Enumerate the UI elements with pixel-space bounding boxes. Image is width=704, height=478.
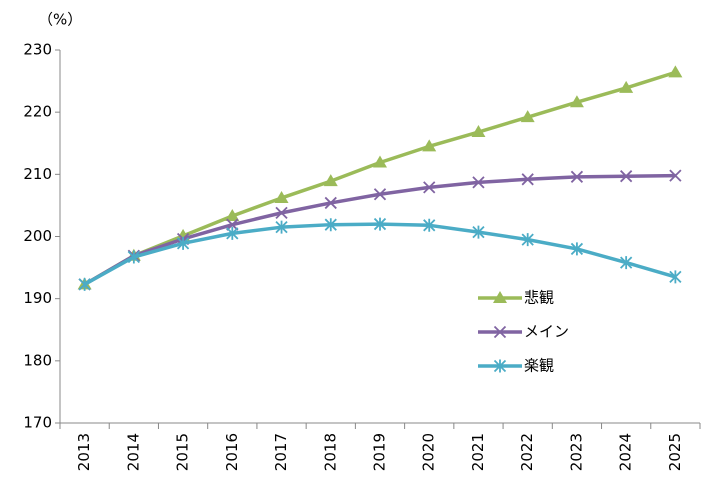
marker-shape [78,277,91,291]
marker-shape [423,218,436,232]
marker-shape [471,125,486,138]
x-tick-label: 2019 [371,433,389,471]
marker-shape [570,170,584,183]
marker [127,250,140,264]
marker-shape [493,359,507,373]
marker-shape [620,256,633,270]
x-tick-label: 2022 [518,433,536,471]
marker [324,196,337,210]
marker-shape [176,236,190,250]
marker-shape [619,80,634,93]
marker [78,277,91,291]
marker [226,218,239,231]
marker [324,218,337,232]
marker [471,125,486,138]
x-tick-label: 2017 [272,433,290,471]
y-tick-label: 200 [23,227,52,245]
marker [620,170,633,183]
x-tick-label: 2015 [174,433,192,471]
marker-shape [373,217,387,231]
x-tick-label: 2013 [75,433,93,471]
marker [423,218,436,232]
marker [520,110,535,123]
marker [373,188,387,201]
x-tick-label: 2021 [469,433,487,471]
marker-shape [669,270,682,284]
x-tick-label: 2016 [223,433,241,471]
marker-shape [127,250,140,264]
marker [521,233,534,247]
y-tick-label: 190 [23,289,52,307]
legend-label: メイン [524,323,569,341]
marker-shape [373,155,387,168]
marker [521,173,534,186]
marker-shape [324,218,337,232]
marker [423,181,436,194]
marker-shape [669,169,682,182]
marker-shape [422,139,437,152]
marker [176,236,190,250]
marker [493,359,507,373]
marker [669,270,682,284]
marker-shape [324,196,337,210]
marker-shape [668,65,683,78]
x-tick-label: 2018 [321,433,339,471]
marker [570,242,584,256]
y-tick-label: 180 [23,351,52,369]
marker [620,256,633,270]
marker [373,155,387,168]
marker-shape [521,173,534,186]
marker-shape [472,225,485,239]
marker [569,95,584,108]
marker-shape [226,218,239,231]
x-tick-label: 2024 [617,433,635,471]
x-tick-label: 2014 [124,433,142,471]
marker [275,220,288,234]
legend-label: 悲観 [524,289,554,307]
marker-shape [472,176,485,189]
x-tick-label: 2025 [666,433,684,471]
marker-shape [275,206,288,220]
marker [619,80,634,93]
marker [472,176,485,189]
marker-shape [620,170,633,183]
marker-shape [274,190,289,203]
y-tick-label: 170 [23,414,52,432]
marker-shape [323,174,338,187]
marker-shape [570,242,584,256]
marker [493,291,507,303]
marker [570,170,584,183]
marker [226,226,239,240]
legend-label: 楽観 [524,357,554,375]
marker [493,325,507,339]
y-tick-label: 220 [23,103,52,121]
marker [422,139,437,152]
marker-shape [373,188,387,201]
marker [225,208,240,221]
marker [669,169,682,182]
marker-shape [493,291,507,303]
marker [323,174,338,187]
marker [274,190,289,203]
y-tick-label: 210 [23,165,52,183]
marker [275,206,288,220]
marker-shape [226,226,239,240]
marker [668,65,683,78]
marker [373,217,387,231]
marker-shape [521,233,534,247]
series-line [83,222,676,286]
marker-shape [275,220,288,234]
y-tick-label: 230 [23,41,52,59]
x-tick-label: 2020 [420,433,438,471]
marker [472,225,485,239]
marker-shape [225,208,240,221]
marker-shape [493,325,507,339]
marker-shape [569,95,584,108]
marker-shape [423,181,436,194]
y-axis-unit: （%） [38,11,82,29]
x-tick-label: 2023 [567,433,585,471]
marker-shape [520,110,535,123]
